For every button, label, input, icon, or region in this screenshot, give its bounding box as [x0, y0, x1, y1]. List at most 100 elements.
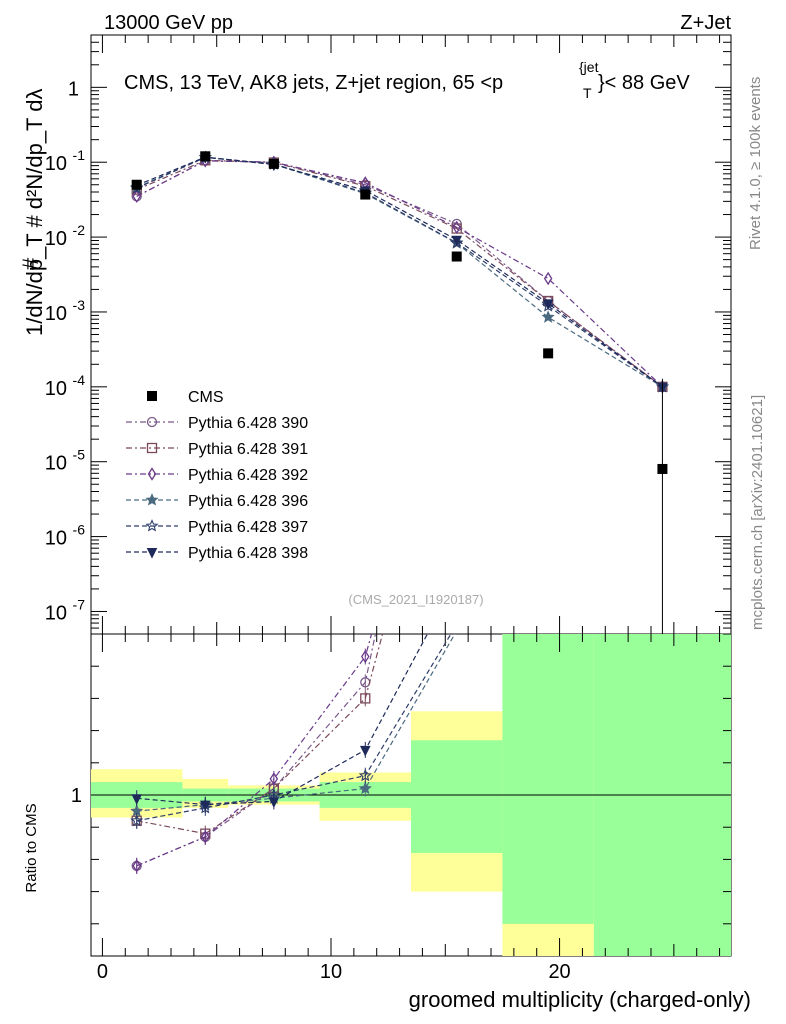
y-tick-label: 10 -2	[45, 222, 85, 250]
legend-item: Pythia 6.428 391	[126, 441, 308, 458]
series-marker	[268, 797, 280, 809]
header-right: Z+Jet	[680, 12, 731, 34]
y-tick-label: 10 -7	[45, 596, 85, 624]
series-marker	[543, 348, 554, 359]
main-y-ticks: 10 -7 10 -6 10 -5 10 -4 10 -3 10 -2 10 -1 1	[45, 34, 731, 925]
series-marker	[131, 794, 143, 805]
series-line	[136, 156, 663, 388]
y-tick-label: 10 -1	[45, 147, 85, 175]
legend-label: Pythia 6.428 391	[188, 441, 308, 458]
y-tick-exp: -3	[73, 297, 86, 313]
series-line	[136, 160, 663, 388]
series-line	[136, 160, 663, 388]
legend-label: Pythia 6.428 392	[188, 467, 308, 484]
series-marker	[132, 859, 141, 873]
y-axis-label: #	[18, 257, 43, 270]
series-marker	[542, 299, 554, 311]
series-marker	[358, 781, 372, 795]
y-tick-base: 10	[45, 528, 67, 550]
series-marker	[269, 772, 279, 786]
series-marker	[543, 271, 553, 286]
legend-label: Pythia 6.428 397	[188, 519, 308, 536]
series-marker	[452, 220, 461, 235]
legend-label: CMS	[188, 389, 224, 406]
series-marker	[200, 151, 211, 162]
side-label-rivet: Rivet 4.1.0, ≥ 100k events	[747, 77, 764, 250]
cms-data-points	[131, 151, 668, 634]
y-tick-base: 1	[68, 78, 79, 100]
legend-item: Pythia 6.428 396	[126, 493, 308, 510]
y-tick-base: 10	[45, 453, 67, 475]
y-tick-label: 1	[68, 78, 79, 100]
side-label-mcplots: mcplots.cern.ch [arXiv:2401.10621]	[749, 395, 766, 630]
series-marker	[146, 416, 158, 428]
x-tick-label: 10	[320, 961, 342, 983]
y-tick-base: 10	[45, 303, 67, 325]
y-tick-exp: -5	[73, 447, 86, 463]
y-tick-base: 10	[45, 378, 67, 400]
series-line	[136, 156, 663, 388]
series-marker	[201, 830, 210, 844]
ratio-band-stat	[502, 634, 594, 924]
series-line	[136, 156, 663, 388]
series-line	[136, 159, 663, 388]
series-marker	[359, 745, 371, 757]
legend-label: Pythia 6.428 396	[188, 493, 308, 510]
legend-item: Pythia 6.428 398	[126, 545, 308, 562]
y-tick-exp: -4	[73, 372, 86, 388]
y-tick-label: 10 -6	[45, 522, 85, 550]
series-marker	[657, 463, 668, 474]
series-marker	[360, 693, 371, 704]
series-marker	[145, 519, 159, 532]
svg-text:CMS, 13 TeV, AK8 jets, Z+jet r: CMS, 13 TeV, AK8 jets, Z+jet region, 65 …	[124, 72, 503, 94]
y-tick-base: 10	[45, 602, 67, 624]
main-plot-frame	[90, 34, 732, 635]
series-marker	[132, 189, 141, 204]
legend-label: Pythia 6.428 390	[188, 415, 308, 432]
y-axis-label-main: 1/dN/dp_T # d²N/dp_T dλ	[22, 89, 47, 336]
main-series	[130, 150, 670, 394]
x-axis-label: groomed multiplicity (charged-only)	[409, 987, 751, 1012]
series-marker	[541, 310, 555, 323]
series-marker	[147, 467, 157, 481]
y-tick-exp: -1	[73, 147, 86, 163]
ratio-tick-label: 1	[71, 785, 82, 807]
series-marker	[199, 800, 211, 812]
legend-label: Pythia 6.428 398	[188, 545, 308, 562]
ratio-band-stat	[411, 740, 503, 853]
series-marker	[145, 493, 159, 506]
x-tick-label: 20	[548, 961, 570, 983]
series-marker	[268, 158, 279, 169]
x-tick-label: 0	[97, 961, 108, 983]
series-marker	[146, 442, 158, 454]
series-marker	[361, 649, 370, 664]
y-tick-label: 10 -4	[45, 372, 85, 400]
ratio-series	[130, 634, 456, 874]
y-tick-label: 10 -3	[45, 297, 85, 325]
chart-title-main: CMS, 13 TeV, AK8 jets, Z+jet region, 65 …	[124, 72, 503, 94]
ratio-bands	[91, 634, 731, 956]
y-tick-base: 10	[45, 228, 67, 250]
chart-title-tail: }< 88 GeV	[598, 72, 690, 94]
legend-item: Pythia 6.428 397	[126, 519, 308, 536]
series-marker	[130, 813, 144, 827]
series-marker	[360, 189, 371, 200]
x-ticks: 0 10 20	[97, 35, 721, 983]
chart-title-sup: {jet	[579, 59, 599, 75]
y-tick-label: 10 -5	[45, 447, 85, 475]
legend-item: Pythia 6.428 390	[126, 415, 308, 432]
series-marker	[451, 251, 462, 262]
y-tick-exp: -2	[73, 222, 86, 238]
y-axis-label-text: #	[18, 257, 43, 270]
series-marker	[147, 391, 157, 401]
series-marker	[358, 768, 372, 782]
analysis-watermark: (CMS_2021_I1920187)	[348, 592, 483, 607]
legend-item: Pythia 6.428 392	[126, 467, 308, 484]
chart-title-sub: T	[583, 85, 592, 101]
y-tick-exp: -7	[73, 596, 86, 612]
series-marker	[451, 235, 463, 247]
y-tick-base: 10	[45, 153, 67, 175]
legend-item-cms: CMS	[147, 389, 224, 406]
series-marker	[146, 548, 158, 559]
